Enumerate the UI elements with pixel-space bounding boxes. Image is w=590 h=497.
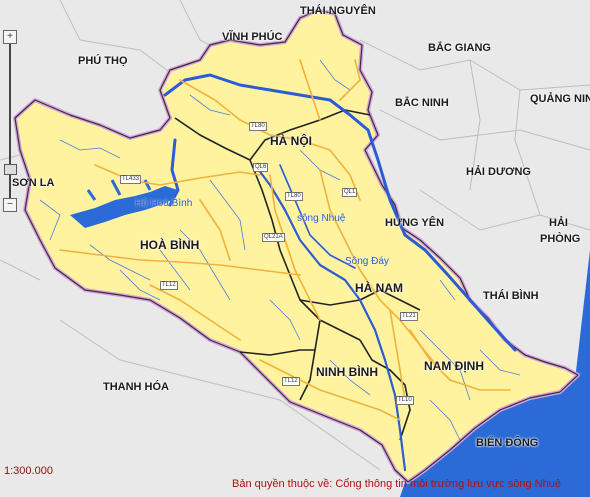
road-label-tl80b: TL80 [285,192,303,201]
province-label-thai-binh: THÁI BÌNH [483,290,539,302]
zoom-slider-handle[interactable] [4,163,17,175]
copyright-text[interactable]: Bản quyền thuộc về: Cổng thông tin môi t… [232,478,561,490]
road-label-tl12: TL12 [160,281,178,290]
roads [59,59,511,421]
road-label-tl433: TL433 [120,175,142,184]
river-label-song-nhue: sông Nhuệ [297,213,346,224]
province-label-ha-nam: HÀ NAM [355,281,403,295]
province-label-hai-phong-line2: PHÒNG [540,233,581,245]
road-label-ql6: QL6 [253,163,269,172]
hoa-binh-lake [70,186,178,228]
road-label-tl80: TL80 [249,122,267,131]
province-label-quang-ninh: QUẢNG NIN [530,93,590,105]
province-label-ninh-binh: NINH BÌNH [316,365,378,379]
province-label-hai-phong-line1: HẢI [549,217,568,229]
province-label-son-la: SƠN LA [12,177,55,189]
province-label-hai-duong: HẢI DƯƠNG [466,166,531,178]
province-label-hoa-binh: HOÀ BÌNH [140,238,200,252]
province-label-hung-yen: HƯNG YÊN [385,217,445,229]
province-label-vinh-phuc: VĨNH PHÚC [222,31,283,43]
road-label-tl12b: TL12 [282,377,300,386]
river-label-song-day: Sông Đáy [345,256,389,267]
zoom-control[interactable]: + − [3,30,17,212]
province-label-bac-ninh: BẮC NINH [395,97,449,109]
minor-rivers [39,59,521,441]
sea-label-bien-dong: BIỂN ĐÔNG [476,437,539,449]
province-label-phu-tho: PHÚ THỌ [78,55,128,67]
province-label-bac-giang: BẮC GIANG [428,42,491,54]
province-label-thanh-hoa: THANH HÓA [103,381,169,393]
road-label-tl10: TL10 [396,396,414,405]
road-label-ql1: QL1 [342,188,358,197]
scale-label: 1:300.000 [4,465,53,477]
lake-label-ho-hoa-binh: Hồ Hoà Bình [135,198,193,209]
major-rivers [163,73,517,472]
zoom-track[interactable] [9,40,11,200]
road-label-ql21a: QL21A [262,233,285,242]
province-label-ha-noi: HÀ NỘI [270,134,312,148]
zoom-in-button[interactable]: + [3,30,17,44]
zoom-out-button[interactable]: − [3,198,17,212]
sea-area [400,250,590,497]
road-label-tl21: TL21 [400,312,418,321]
province-label-nam-dinh: NAM ĐỊNH [424,359,484,373]
neighbor-borders [0,0,590,471]
province-label-thai-nguyen: THÁI NGUYÊN [300,5,376,17]
